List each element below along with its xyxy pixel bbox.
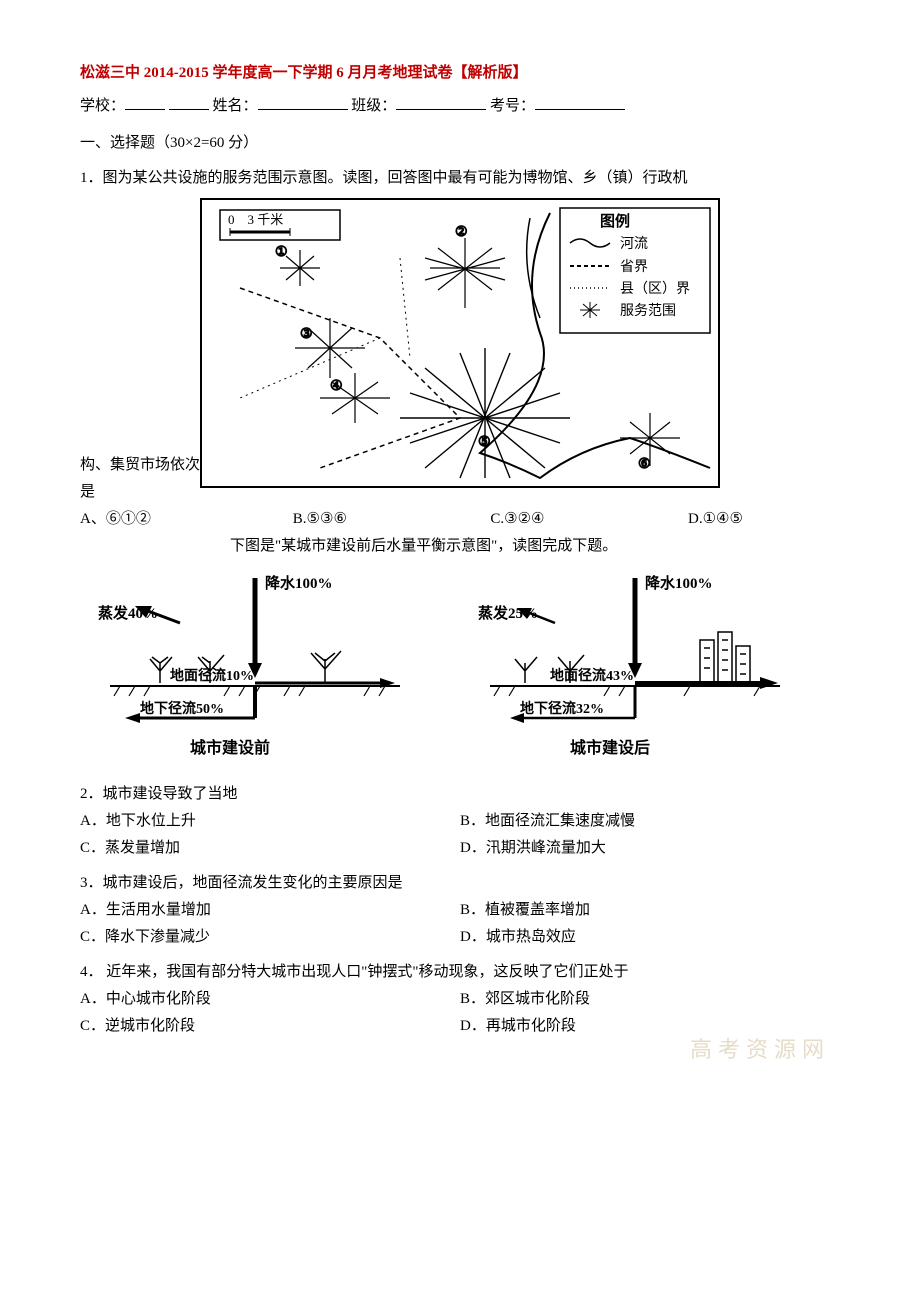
svg-text:省界: 省界: [620, 259, 648, 275]
svg-text:降水100%: 降水100%: [645, 574, 713, 592]
q1-opt-c[interactable]: C.③②④: [490, 506, 688, 533]
blank-id[interactable]: [535, 94, 625, 110]
svg-text:县（区）界: 县（区）界: [620, 281, 690, 297]
question-4: 4． 近年来，我国有部分特大城市出现人口"钟摆式"移动现象，这反映了它们正处于 …: [80, 959, 840, 1040]
q2-opt-a[interactable]: A．地下水位上升: [80, 808, 460, 835]
svg-text:城市建设前: 城市建设前: [190, 738, 270, 757]
svg-text:⑤: ⑤: [478, 435, 491, 450]
q2-options: A．地下水位上升 B．地面径流汇集速度减慢 C．蒸发量增加 D．汛期洪峰流量加大: [80, 808, 840, 862]
q4-opt-a[interactable]: A．中心城市化阶段: [80, 986, 460, 1013]
q2-opt-d[interactable]: D．汛期洪峰流量加大: [460, 835, 840, 862]
svg-text:地面径流43%: 地面径流43%: [550, 667, 634, 684]
q1-opt-b[interactable]: B.⑤③⑥: [293, 506, 491, 533]
q3-opt-a[interactable]: A．生活用水量增加: [80, 897, 460, 924]
q2-stem: 2．城市建设导致了当地: [80, 781, 840, 808]
blank-school[interactable]: [125, 94, 165, 110]
label-id: 考号：: [490, 98, 535, 114]
svg-text:①: ①: [275, 245, 288, 260]
svg-text:④: ④: [330, 379, 343, 394]
q1-stem-b: 构、集贸市场依次是: [80, 192, 200, 506]
q2-opt-b[interactable]: B．地面径流汇集速度减慢: [460, 808, 840, 835]
blank-name[interactable]: [258, 94, 348, 110]
q1-stem-a: 1．图为某公共设施的服务范围示意图。读图，回答图中最有可能为博物馆、乡（镇）行政…: [80, 165, 840, 192]
label-school: 学校：: [80, 98, 125, 114]
q3-opt-d[interactable]: D．城市热岛效应: [460, 924, 840, 951]
student-info-line: 学校： 姓名： 班级： 考号：: [80, 93, 840, 120]
svg-text:地下径流32%: 地下径流32%: [520, 700, 604, 717]
svg-text:地面径流10%: 地面径流10%: [170, 667, 254, 684]
fig2-intro: 下图是"某城市建设前后水量平衡示意图"，读图完成下题。: [80, 533, 840, 560]
q4-opt-d[interactable]: D．再城市化阶段: [460, 1013, 840, 1040]
q4-stem: 4． 近年来，我国有部分特大城市出现人口"钟摆式"移动现象，这反映了它们正处于: [80, 959, 840, 986]
blank-school2[interactable]: [169, 94, 209, 110]
svg-text:降水100%: 降水100%: [265, 574, 333, 592]
svg-text:⑥: ⑥: [638, 457, 651, 472]
scale-label: 0 3 千米: [228, 212, 283, 227]
figure-water-balance: 降水100% 蒸发40% 地面径流10% 地下径流50% 城市建设前: [80, 568, 840, 773]
q1-opt-d[interactable]: D.①④⑤: [688, 506, 840, 533]
q1-opt-a[interactable]: A、⑥①②: [80, 506, 293, 533]
blank-class[interactable]: [396, 94, 486, 110]
label-name: 姓名：: [213, 98, 258, 114]
svg-text:图例: 图例: [600, 212, 630, 230]
q2-opt-c[interactable]: C．蒸发量增加: [80, 835, 460, 862]
figure-service-range: 0 3 千米 图例 河流 省界 县（区）界 服务范围: [200, 198, 720, 488]
section-heading: 一、选择题（30×2=60 分）: [80, 130, 840, 157]
svg-text:②: ②: [455, 225, 468, 240]
q3-opt-c[interactable]: C．降水下渗量减少: [80, 924, 460, 951]
page-title: 松滋三中 2014-2015 学年度高一下学期 6 月月考地理试卷【解析版】: [80, 60, 840, 87]
q1-options: A、⑥①② B.⑤③⑥ C.③②④ D.①④⑤: [80, 506, 840, 533]
svg-text:③: ③: [300, 327, 313, 342]
label-class: 班级：: [351, 98, 396, 114]
svg-text:服务范围: 服务范围: [620, 302, 676, 319]
q4-options: A．中心城市化阶段 B．郊区城市化阶段 C．逆城市化阶段 D．再城市化阶段: [80, 986, 840, 1040]
svg-text:河流: 河流: [620, 236, 648, 252]
q3-opt-b[interactable]: B．植被覆盖率增加: [460, 897, 840, 924]
question-1: 1．图为某公共设施的服务范围示意图。读图，回答图中最有可能为博物馆、乡（镇）行政…: [80, 165, 840, 533]
svg-text:城市建设后: 城市建设后: [570, 738, 650, 757]
q4-opt-c[interactable]: C．逆城市化阶段: [80, 1013, 460, 1040]
q4-opt-b[interactable]: B．郊区城市化阶段: [460, 986, 840, 1013]
question-3: 3．城市建设后，地面径流发生变化的主要原因是 A．生活用水量增加 B．植被覆盖率…: [80, 870, 840, 951]
q3-stem: 3．城市建设后，地面径流发生变化的主要原因是: [80, 870, 840, 897]
svg-text:地下径流50%: 地下径流50%: [140, 700, 224, 717]
question-2: 2．城市建设导致了当地 A．地下水位上升 B．地面径流汇集速度减慢 C．蒸发量增…: [80, 781, 840, 862]
q3-options: A．生活用水量增加 B．植被覆盖率增加 C．降水下渗量减少 D．城市热岛效应: [80, 897, 840, 951]
